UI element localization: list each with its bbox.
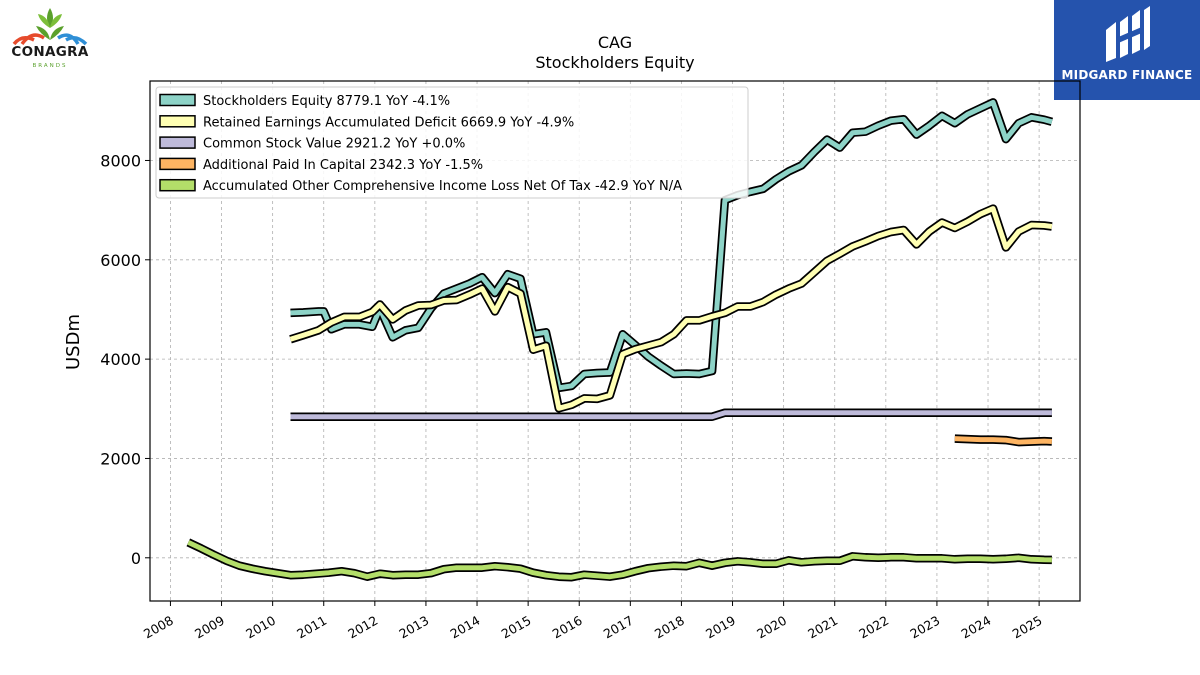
x-tick-label: 2009	[192, 613, 227, 642]
legend-box	[155, 86, 749, 199]
x-tick-label: 2016	[550, 613, 585, 642]
midgard-mark-icon	[1106, 6, 1150, 62]
x-tick-label: 2021	[805, 613, 840, 642]
series-line-3	[290, 410, 1052, 420]
legend: Stockholders Equity 8779.1 YoY -4.1% Reta…	[155, 86, 749, 199]
y-tick-label: 8000	[100, 151, 141, 170]
x-tick-label: 2023	[907, 613, 942, 642]
x-tick-label: 2012	[345, 613, 380, 642]
x-tick-label: 2022	[856, 613, 891, 642]
series-line-1	[290, 99, 1053, 391]
legend-label: Stockholders Equity 8779.1 YoY -4.1%	[203, 94, 450, 109]
x-tick-label: 2015	[499, 613, 534, 642]
legend-label: Retained Earnings Accumulated Deficit 66…	[203, 115, 574, 130]
conagra-logo: CONAGRA BRANDS	[0, 0, 100, 80]
series-layer	[186, 98, 1054, 582]
x-tick-label: 2025	[1010, 613, 1045, 642]
x-tick-label: 2024	[958, 613, 993, 642]
x-tick-label: 2008	[141, 613, 176, 642]
series-line-2	[289, 206, 1053, 411]
chart-title: CAG	[598, 33, 632, 52]
series-line-5	[187, 540, 1052, 580]
x-tick-label: 2020	[754, 613, 789, 642]
legend-label: Accumulated Other Comprehensive Income L…	[203, 179, 682, 194]
midgard-finance-logo: MIDGARD FINANCE	[1054, 0, 1200, 100]
legend-swatch	[159, 178, 196, 192]
x-tick-label: 2017	[601, 613, 636, 642]
x-tick-label: 2018	[652, 613, 687, 642]
x-tick-label: 2011	[294, 613, 329, 642]
series-line-4	[954, 436, 1053, 445]
chart-subtitle: Stockholders Equity	[535, 53, 694, 72]
y-tick-label: 6000	[100, 251, 141, 270]
legend-swatch	[159, 157, 196, 171]
conagra-wordmark: CONAGRA	[11, 44, 89, 60]
midgard-wordmark: MIDGARD FINANCE	[1061, 68, 1193, 82]
y-axis-label: USDm	[63, 314, 84, 370]
x-tick-label: 2013	[396, 613, 431, 642]
x-axis: 2008 2009 2010 2011 2012 2013 2014 2015 2016 2017…	[141, 601, 1045, 642]
legend-label: Additional Paid In Capital 2342.3 YoY -1…	[203, 158, 483, 173]
y-tick-label: 4000	[100, 350, 141, 369]
plot-frame	[149, 80, 1081, 602]
y-tick-label: 2000	[100, 449, 141, 468]
conagra-subtext: BRANDS	[32, 63, 68, 69]
legend-swatch	[159, 136, 196, 149]
legend-swatch	[159, 115, 196, 128]
legend-label: Common Stock Value 2921.2 YoY +0.0%	[203, 137, 465, 152]
conagra-leaf-icon	[12, 8, 88, 46]
legend-swatch	[159, 93, 196, 107]
x-tick-label: 2014	[447, 613, 482, 642]
y-tick-label: 0	[131, 549, 141, 568]
x-tick-label: 2010	[243, 613, 278, 642]
x-tick-label: 2019	[703, 613, 738, 642]
y-axis: 0 2000 4000 6000 8000	[100, 151, 150, 568]
